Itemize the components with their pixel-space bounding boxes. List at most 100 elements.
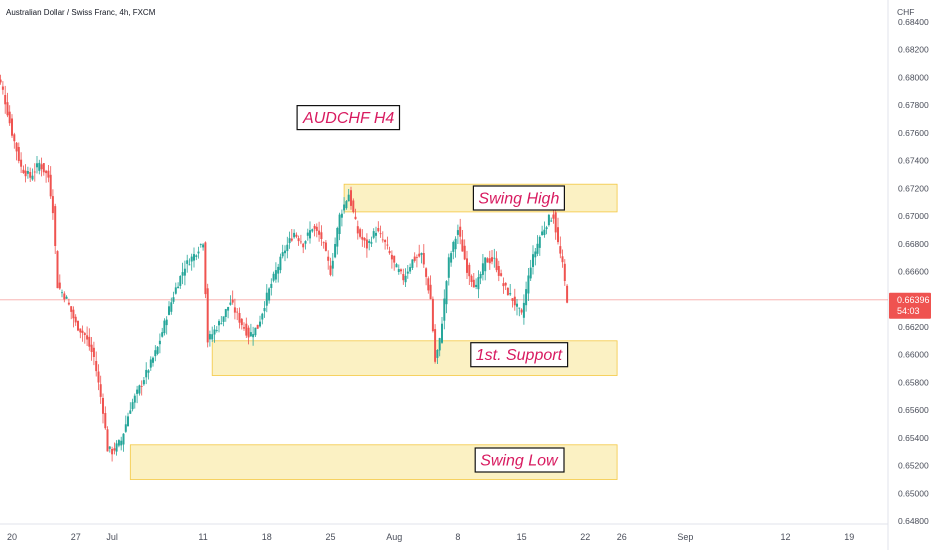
x-tick-label: 22 <box>580 532 590 542</box>
candle-body <box>274 270 277 280</box>
candle-body <box>227 307 230 311</box>
candle-body <box>90 344 93 352</box>
x-tick-label: 12 <box>780 532 790 542</box>
x-tick-label: Aug <box>386 532 402 542</box>
candle-body <box>259 321 261 327</box>
candle-body <box>238 313 241 323</box>
candle-body <box>429 284 432 300</box>
candle-body <box>120 440 123 446</box>
candle-body <box>543 229 546 235</box>
candle-body <box>356 226 359 234</box>
candle-body <box>418 253 421 257</box>
y-tick-label: 0.67800 <box>898 100 929 110</box>
candle-body <box>65 296 68 299</box>
candle-body <box>404 275 407 283</box>
candle-body <box>206 288 209 343</box>
candle-body <box>475 284 478 287</box>
candle-body <box>127 416 129 427</box>
candle-body <box>447 257 450 278</box>
candle-body <box>202 244 205 248</box>
candle-body <box>327 256 330 261</box>
candle-body <box>484 257 487 272</box>
candle-body <box>557 227 559 243</box>
x-tick-label: Sep <box>677 532 693 542</box>
x-tick-label: 11 <box>198 532 207 542</box>
candle-body <box>254 327 257 336</box>
candle-body <box>133 395 136 403</box>
candle-body <box>95 361 98 372</box>
y-tick-label: 0.66000 <box>898 350 929 360</box>
candle-body <box>372 231 375 238</box>
candle-body <box>434 329 437 362</box>
candle-body <box>493 257 496 259</box>
candle-body <box>491 257 493 262</box>
candle-body <box>72 309 75 319</box>
candle-body <box>190 256 193 262</box>
candle-body <box>161 332 164 337</box>
candle-body <box>377 228 380 232</box>
candle-body <box>63 293 66 300</box>
candle-body <box>295 234 298 237</box>
candle-body <box>77 321 79 331</box>
candle-body <box>322 242 325 244</box>
candle-body <box>145 369 148 378</box>
candle-body <box>538 237 541 248</box>
x-tick-label: Jul <box>106 532 118 542</box>
candle-body <box>370 242 373 244</box>
x-tick-label: 18 <box>262 532 272 542</box>
candle-body <box>463 245 466 260</box>
candle-body <box>147 370 150 373</box>
y-tick-label: 0.65400 <box>898 433 929 443</box>
candle-body <box>138 385 141 394</box>
candle-body <box>547 214 550 226</box>
candle-body <box>413 256 416 261</box>
instrument-label[interactable]: AUDCHF H4 <box>296 104 401 131</box>
candle-body <box>286 244 289 252</box>
candle-body <box>561 256 564 263</box>
candles-layer <box>0 74 569 462</box>
candle-body <box>197 251 200 254</box>
candle-body <box>140 386 143 387</box>
candle-body <box>40 164 43 170</box>
candle-body <box>261 313 264 320</box>
candle-body <box>183 268 186 276</box>
candle-body <box>470 275 473 282</box>
swing-low-label-text: Swing Low <box>480 453 559 470</box>
candle-body <box>61 292 63 294</box>
candle-body <box>263 308 266 312</box>
candle-body <box>243 327 245 329</box>
candle-body <box>365 239 368 249</box>
x-tick-label: 25 <box>325 532 335 542</box>
candle-body <box>525 289 528 306</box>
candle-body <box>516 303 518 307</box>
candle-body <box>311 229 314 232</box>
candle-body <box>256 324 259 329</box>
candle-body <box>331 260 334 269</box>
candle-body <box>532 254 534 267</box>
candle-body <box>343 204 346 211</box>
candle-body <box>381 239 384 241</box>
candle-body <box>272 273 275 281</box>
last-price-badge-bg <box>889 292 931 319</box>
x-axis[interactable]: 20 27 Jul 11 18 25 Aug 8 15 22 26 Sep 12 19 <box>7 532 854 542</box>
chart-title: Australian Dollar / Swiss Franc, 4h, FXC… <box>6 8 156 17</box>
candle-body <box>186 260 189 264</box>
candle-body <box>345 201 348 209</box>
y-axis[interactable]: 0.68400 0.68200 0.68000 0.67800 0.67600 0.674… <box>898 17 929 526</box>
candle-body <box>8 111 11 124</box>
candle-body <box>122 433 125 445</box>
candle-body <box>320 232 323 239</box>
swing-low-label[interactable]: Swing Low <box>474 447 565 473</box>
candle-body <box>45 170 48 174</box>
candle-body <box>340 213 343 218</box>
swing-low-label-box <box>474 447 565 473</box>
candle-body <box>293 232 296 238</box>
swing-high-label[interactable]: Swing High <box>472 185 565 211</box>
candle-body <box>384 240 387 243</box>
candle-body <box>415 257 418 258</box>
support-label[interactable]: 1st. Support <box>470 342 569 368</box>
candle-body <box>379 233 382 235</box>
candle-body <box>456 230 459 235</box>
zones-layer <box>129 183 618 480</box>
